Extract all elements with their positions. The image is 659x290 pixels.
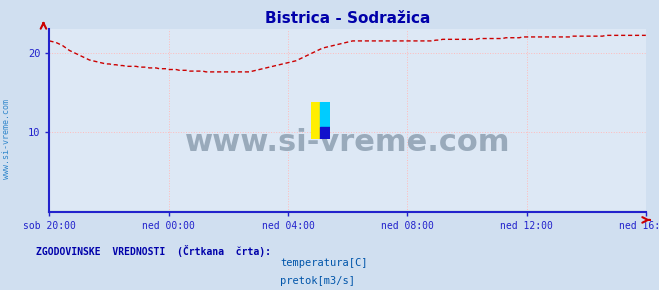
- Bar: [311, 102, 320, 139]
- Text: pretok[m3/s]: pretok[m3/s]: [280, 276, 355, 286]
- Text: www.si-vreme.com: www.si-vreme.com: [185, 128, 510, 157]
- Bar: [320, 102, 330, 127]
- Text: ZGODOVINSKE  VREDNOSTI  (Črtkana  črta):: ZGODOVINSKE VREDNOSTI (Črtkana črta):: [36, 245, 272, 257]
- Title: Bistrica - Sodražica: Bistrica - Sodražica: [265, 11, 430, 26]
- Text: www.si-vreme.com: www.si-vreme.com: [2, 99, 11, 179]
- Text: temperatura[C]: temperatura[C]: [280, 258, 368, 268]
- Bar: [320, 127, 330, 139]
